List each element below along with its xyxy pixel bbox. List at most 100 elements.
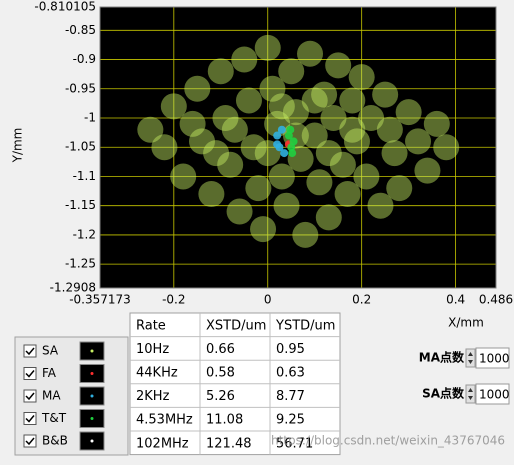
plot-frame [99, 6, 497, 289]
scatter-point [414, 157, 441, 184]
scatter-point [259, 75, 286, 102]
scatter-point [240, 134, 267, 161]
scatter-point [184, 75, 211, 102]
scatter-point [334, 181, 361, 208]
table-cell: 121.48 [206, 436, 252, 451]
spinner[interactable] [465, 384, 476, 404]
checkmark [25, 370, 35, 378]
scatter-point [231, 46, 258, 73]
scatter-point [198, 181, 225, 208]
spinner-down[interactable] [468, 360, 473, 364]
scatter-point [301, 87, 328, 114]
y-tick-label: -1.15 [65, 198, 96, 212]
scatter-point [254, 34, 281, 61]
control-label: SA点数 [422, 386, 465, 401]
scatter-point [423, 110, 450, 137]
table-header-cell: YSTD/um [275, 318, 335, 333]
checkmark [25, 415, 35, 423]
scatter-point [405, 128, 432, 155]
x-axis-label: X/mm [448, 316, 484, 330]
y-tick-label: -1.1 [73, 169, 96, 183]
scatter-point [325, 52, 352, 79]
x-tick-label: -0.2 [162, 293, 185, 307]
y-tick-label: -1.2908 [50, 281, 96, 295]
numeric-value: 1000 [479, 352, 510, 366]
legend-label: MA [42, 389, 61, 403]
scatter-point [306, 169, 333, 196]
scatter-point [367, 192, 394, 219]
legend-checkbox[interactable] [23, 367, 37, 380]
y-tick-label: -1 [84, 111, 96, 125]
scatter-point [395, 99, 422, 126]
legend-checkbox[interactable] [23, 389, 37, 403]
legend-label: SA [42, 344, 59, 358]
x-tick-label: 0.2 [352, 293, 371, 307]
checkmark [25, 392, 35, 401]
scatter-point [170, 163, 197, 190]
scatter-point [277, 125, 286, 134]
controls: MA点数 1000 SA点数 1000 [419, 347, 510, 405]
table-cell: 0.63 [276, 366, 305, 381]
table-cell: 0.66 [206, 342, 235, 357]
scatter-point [348, 64, 375, 91]
scatter-point [212, 105, 239, 132]
scatter-point [376, 116, 403, 143]
control-label: MA点数 [419, 350, 465, 365]
x-tick-label: 0.486 [479, 293, 513, 307]
y-tick-label: -0.810105 [34, 0, 96, 14]
scatter-point [278, 58, 305, 85]
table-cell: 0.58 [206, 366, 235, 381]
scatter-point [433, 134, 460, 161]
scatter-point [297, 40, 324, 67]
scatter-point [217, 151, 244, 178]
numeric-box[interactable] [475, 383, 510, 405]
legend-checkbox[interactable] [23, 344, 37, 358]
table-cell: 8.77 [276, 389, 305, 404]
legend: SA FA MA T&T B&B [23, 341, 105, 451]
scatter-point [273, 140, 282, 149]
y-tick-label: -0.95 [65, 81, 96, 95]
numeric-value: 1000 [479, 388, 510, 402]
scatter-point [235, 87, 262, 114]
scatter-point [221, 116, 248, 143]
table-cell: 2KHz [136, 389, 170, 404]
y-tick-label: -1.25 [65, 257, 96, 271]
scatter-point [273, 192, 300, 219]
table-cell: 44KHz [136, 366, 178, 381]
scatter-point [288, 149, 297, 158]
scatter-point [339, 87, 366, 114]
scatter-point [203, 140, 230, 167]
legend-swatch [90, 372, 94, 375]
scatter-point [282, 99, 309, 126]
scatter-point [292, 221, 319, 248]
scatter-point [315, 140, 342, 167]
y-tick-label: -1.2 [73, 227, 96, 241]
numeric-box[interactable] [475, 347, 510, 369]
scatter-point [280, 149, 289, 158]
spinner-up[interactable] [468, 388, 473, 392]
scatter-point [301, 122, 328, 149]
spinner-up[interactable] [468, 352, 473, 356]
spinner-down[interactable] [468, 396, 473, 400]
table-cell: 9.25 [276, 413, 305, 428]
scatter-point [353, 163, 380, 190]
legend-swatch [90, 417, 94, 420]
scatter-point [268, 163, 295, 190]
y-axis-label: Y/mm [11, 128, 25, 164]
checkmark [25, 347, 35, 356]
legend-checkbox[interactable] [23, 434, 37, 448]
legend-swatch [90, 349, 94, 353]
table-cell: 4.53MHz [136, 413, 193, 428]
x-tick-label: 0.4 [446, 293, 465, 307]
scatter-point [188, 128, 215, 155]
scatter-point [386, 175, 413, 202]
scatter-point [339, 116, 366, 143]
spinner[interactable] [465, 348, 476, 368]
scatter-point [273, 131, 282, 140]
legend-checkbox[interactable] [23, 412, 37, 425]
scatter-point [358, 105, 385, 132]
scatter-point [320, 105, 347, 132]
y-tick-label: -1.05 [65, 140, 96, 154]
x-tick-label: 0 [264, 293, 272, 307]
